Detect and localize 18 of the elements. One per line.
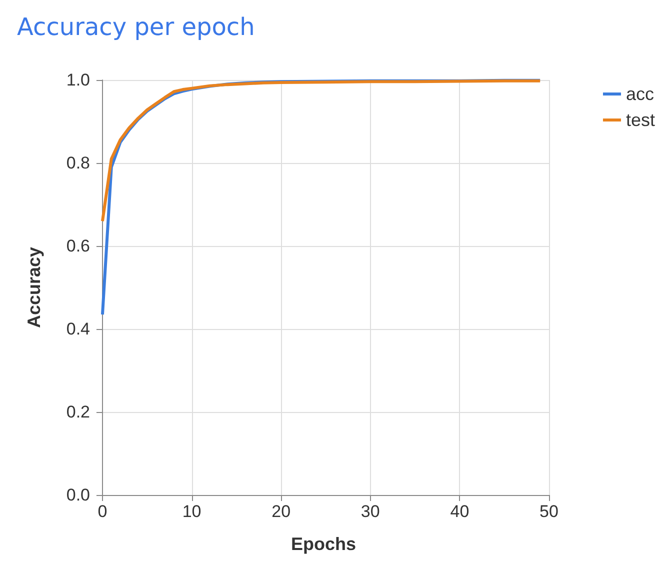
- legend-label: test: [626, 110, 656, 130]
- x-tick-label: 40: [450, 502, 470, 521]
- y-tick-label: 0.8: [66, 154, 90, 172]
- x-tick-label: 30: [360, 502, 380, 521]
- x-tick-label: 10: [182, 502, 202, 521]
- line-series: [100, 79, 542, 223]
- y-tick-label: 0.0: [66, 486, 90, 504]
- x-tick-label: 0: [98, 502, 108, 521]
- legend-label: acc: [626, 84, 654, 104]
- y-tick-label: 1.0: [66, 70, 90, 90]
- y-axis-title: Accuracy: [24, 246, 44, 328]
- x-axis-title: Epochs: [290, 534, 356, 554]
- chart-title: Accuracy per epoch: [17, 13, 255, 41]
- y-tick-label: 0.6: [66, 236, 90, 256]
- x-tick-label: 20: [272, 502, 291, 521]
- y-tick-label: 0.4: [66, 320, 90, 338]
- y-tick-label: 0.2: [66, 402, 90, 422]
- x-tick-label: 50: [540, 502, 558, 521]
